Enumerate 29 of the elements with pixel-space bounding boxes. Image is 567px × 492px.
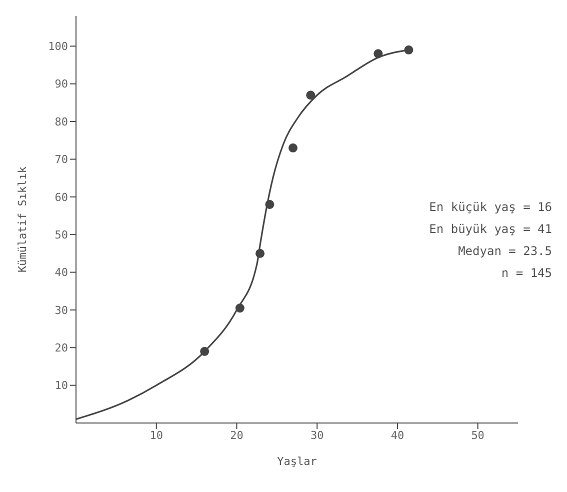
point	[235, 304, 244, 313]
annotation: n = 145	[500, 265, 552, 282]
point	[404, 45, 414, 54]
y-tick-label: 10	[54, 379, 68, 392]
y-tick-label: 30	[54, 304, 68, 317]
annotation: En küçük yaş = 16	[429, 199, 552, 216]
y-axis-title: Kümülatif Sıklık	[16, 166, 29, 272]
annotation: Medyan = 23.5	[457, 243, 552, 260]
y-tick-label: 50	[54, 228, 68, 242]
point	[374, 49, 383, 58]
y-tick-label: 60	[54, 190, 68, 204]
x-tick-label: 50	[471, 428, 484, 442]
point	[306, 90, 316, 100]
y-tick-label: 40	[54, 266, 68, 280]
point	[265, 200, 274, 209]
y-tick-label: 90	[54, 78, 68, 91]
point	[200, 346, 210, 356]
x-tick-label: 30	[310, 428, 324, 442]
x-axis-title: Yaşlar	[277, 455, 318, 468]
x-tick-label: 10	[150, 428, 163, 442]
y-tick-label: 70	[54, 153, 68, 166]
point	[256, 248, 265, 258]
point	[288, 143, 298, 152]
y-tick-label: 20	[54, 342, 68, 355]
x-tick-label: 20	[230, 428, 244, 442]
annotation: En büyük yaş = 41	[429, 221, 552, 238]
x-tick-label: 40	[390, 428, 404, 442]
y-tick-label: 80	[54, 115, 68, 128]
y-tick-label: 100	[48, 40, 68, 54]
